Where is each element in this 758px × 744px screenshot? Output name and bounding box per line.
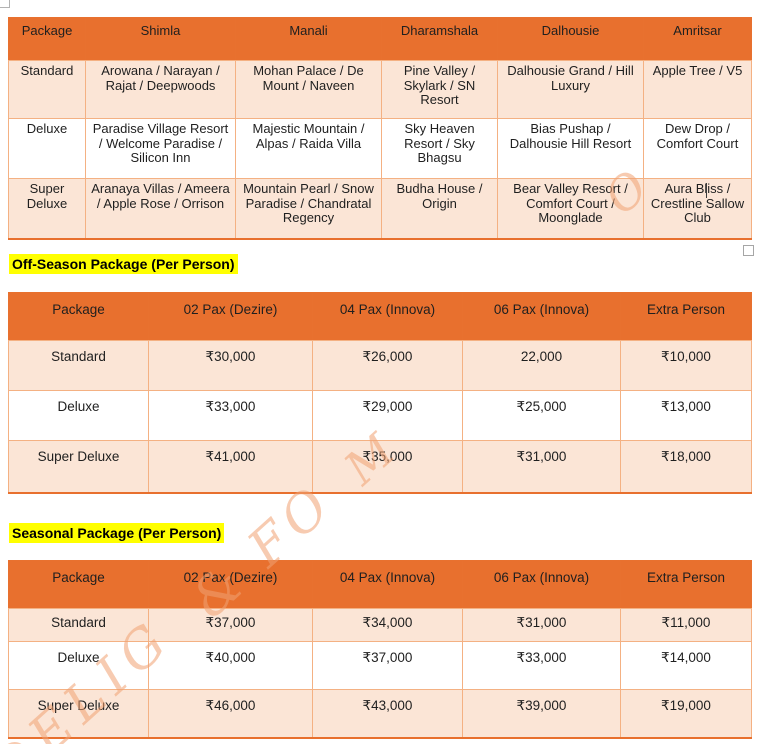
cell-hotels: Bear Valley Resort / Comfort Court / Moo…	[497, 178, 644, 239]
table-row: Deluxe Paradise Village Resort / Welcome…	[8, 118, 752, 179]
seasonal-price-table: Package 02 Pax (Dezire) 04 Pax (Innova) …	[8, 560, 752, 739]
cell-price: ₹35,000	[312, 440, 463, 493]
table-row: Deluxe ₹40,000 ₹37,000 ₹33,000 ₹14,000	[8, 641, 752, 690]
cell-price: ₹13,000	[620, 390, 752, 441]
table-row: Standard ₹30,000 ₹26,000 22,000 ₹10,000	[8, 340, 752, 391]
cell-hotels: Arowana / Narayan / Rajat / Deepwoods	[85, 60, 236, 119]
cell-package: Standard	[8, 60, 86, 119]
cell-price: ₹46,000	[148, 689, 313, 738]
cell-price: ₹19,000	[620, 689, 752, 738]
hotel-table-header-row: Package Shimla Manali Dharamshala Dalhou…	[8, 17, 752, 61]
price-table-header-row: Package 02 Pax (Dezire) 04 Pax (Innova) …	[8, 292, 752, 341]
column-header: 04 Pax (Innova)	[312, 292, 463, 341]
column-header: 02 Pax (Dezire)	[148, 560, 313, 609]
table-resize-handle[interactable]	[743, 245, 754, 256]
cell-price: ₹39,000	[462, 689, 621, 738]
column-header: 06 Pax (Innova)	[462, 560, 621, 609]
column-header: Manali	[235, 17, 382, 61]
cell-package: Super Deluxe	[8, 178, 86, 239]
cell-hotels: Budha House / Origin	[381, 178, 498, 239]
seasonal-heading: Seasonal Package (Per Person)	[9, 523, 225, 543]
table-row: Super Deluxe Aranaya Villas / Ameera / A…	[8, 178, 752, 239]
cell-price: ₹26,000	[312, 340, 463, 391]
cell-price: ₹43,000	[312, 689, 463, 738]
cell-hotels: Aranaya Villas / Ameera / Apple Rose / O…	[85, 178, 236, 239]
cell-package: Super Deluxe	[8, 689, 149, 738]
cell-price: ₹33,000	[148, 390, 313, 441]
cell-hotels: Paradise Village Resort / Welcome Paradi…	[85, 118, 236, 179]
cell-price: 22,000	[462, 340, 621, 391]
cell-price: ₹34,000	[312, 608, 463, 642]
cell-package: Super Deluxe	[8, 440, 149, 493]
price-table-header-row: Package 02 Pax (Dezire) 04 Pax (Innova) …	[8, 560, 752, 609]
column-header: Dharamshala	[381, 17, 498, 61]
table-row: Standard ₹37,000 ₹34,000 ₹31,000 ₹11,000	[8, 608, 752, 642]
column-header: Package	[8, 17, 86, 61]
cell-price: ₹40,000	[148, 641, 313, 690]
cell-package: Deluxe	[8, 390, 149, 441]
cell-price: ₹41,000	[148, 440, 313, 493]
table-move-handle[interactable]	[0, 0, 10, 8]
cell-package: Standard	[8, 608, 149, 642]
cell-hotels: Aura Bliss / Crestline Sallow Club	[643, 178, 752, 239]
off-season-price-table: Package 02 Pax (Dezire) 04 Pax (Innova) …	[8, 292, 752, 494]
table-row: Super Deluxe ₹46,000 ₹43,000 ₹39,000 ₹19…	[8, 689, 752, 738]
column-header: Dalhousie	[497, 17, 644, 61]
cell-price: ₹31,000	[462, 608, 621, 642]
cell-hotels: Dew Drop / Comfort Court	[643, 118, 752, 179]
cell-price: ₹37,000	[148, 608, 313, 642]
cell-price: ₹31,000	[462, 440, 621, 493]
column-header: Package	[8, 292, 149, 341]
column-header: Package	[8, 560, 149, 609]
table-row: Standard Arowana / Narayan / Rajat / Dee…	[8, 60, 752, 119]
column-header: 02 Pax (Dezire)	[148, 292, 313, 341]
cell-price: ₹11,000	[620, 608, 752, 642]
cell-price: ₹18,000	[620, 440, 752, 493]
cell-price: ₹10,000	[620, 340, 752, 391]
table-row: Deluxe ₹33,000 ₹29,000 ₹25,000 ₹13,000	[8, 390, 752, 441]
cell-package: Deluxe	[8, 641, 149, 690]
cell-hotels: Apple Tree / V5	[643, 60, 752, 119]
cell-hotels: Pine Valley / Skylark / SN Resort	[381, 60, 498, 119]
cell-hotels: Majestic Mountain / Alpas / Raida Villa	[235, 118, 382, 179]
cell-hotels: Bias Pushap / Dalhousie Hill Resort	[497, 118, 644, 179]
cell-price: ₹30,000	[148, 340, 313, 391]
cell-price: ₹14,000	[620, 641, 752, 690]
cell-price: ₹29,000	[312, 390, 463, 441]
column-header: Shimla	[85, 17, 236, 61]
cell-price: ₹33,000	[462, 641, 621, 690]
column-header: Extra Person	[620, 560, 752, 609]
cell-hotels: Dalhousie Grand / Hill Luxury	[497, 60, 644, 119]
column-header: 06 Pax (Innova)	[462, 292, 621, 341]
text-cursor	[706, 183, 707, 198]
column-header: Extra Person	[620, 292, 752, 341]
column-header: Amritsar	[643, 17, 752, 61]
cell-price: ₹37,000	[312, 641, 463, 690]
cell-price: ₹25,000	[462, 390, 621, 441]
column-header: 04 Pax (Innova)	[312, 560, 463, 609]
cell-hotels: Sky Heaven Resort / Sky Bhagsu	[381, 118, 498, 179]
cell-hotels: Mohan Palace / De Mount / Naveen	[235, 60, 382, 119]
off-season-heading: Off-Season Package (Per Person)	[9, 254, 238, 274]
cell-package: Standard	[8, 340, 149, 391]
cell-hotels: Mountain Pearl / Snow Paradise / Chandra…	[235, 178, 382, 239]
hotel-table: Package Shimla Manali Dharamshala Dalhou…	[8, 17, 752, 240]
table-row: Super Deluxe ₹41,000 ₹35,000 ₹31,000 ₹18…	[8, 440, 752, 493]
cell-package: Deluxe	[8, 118, 86, 179]
